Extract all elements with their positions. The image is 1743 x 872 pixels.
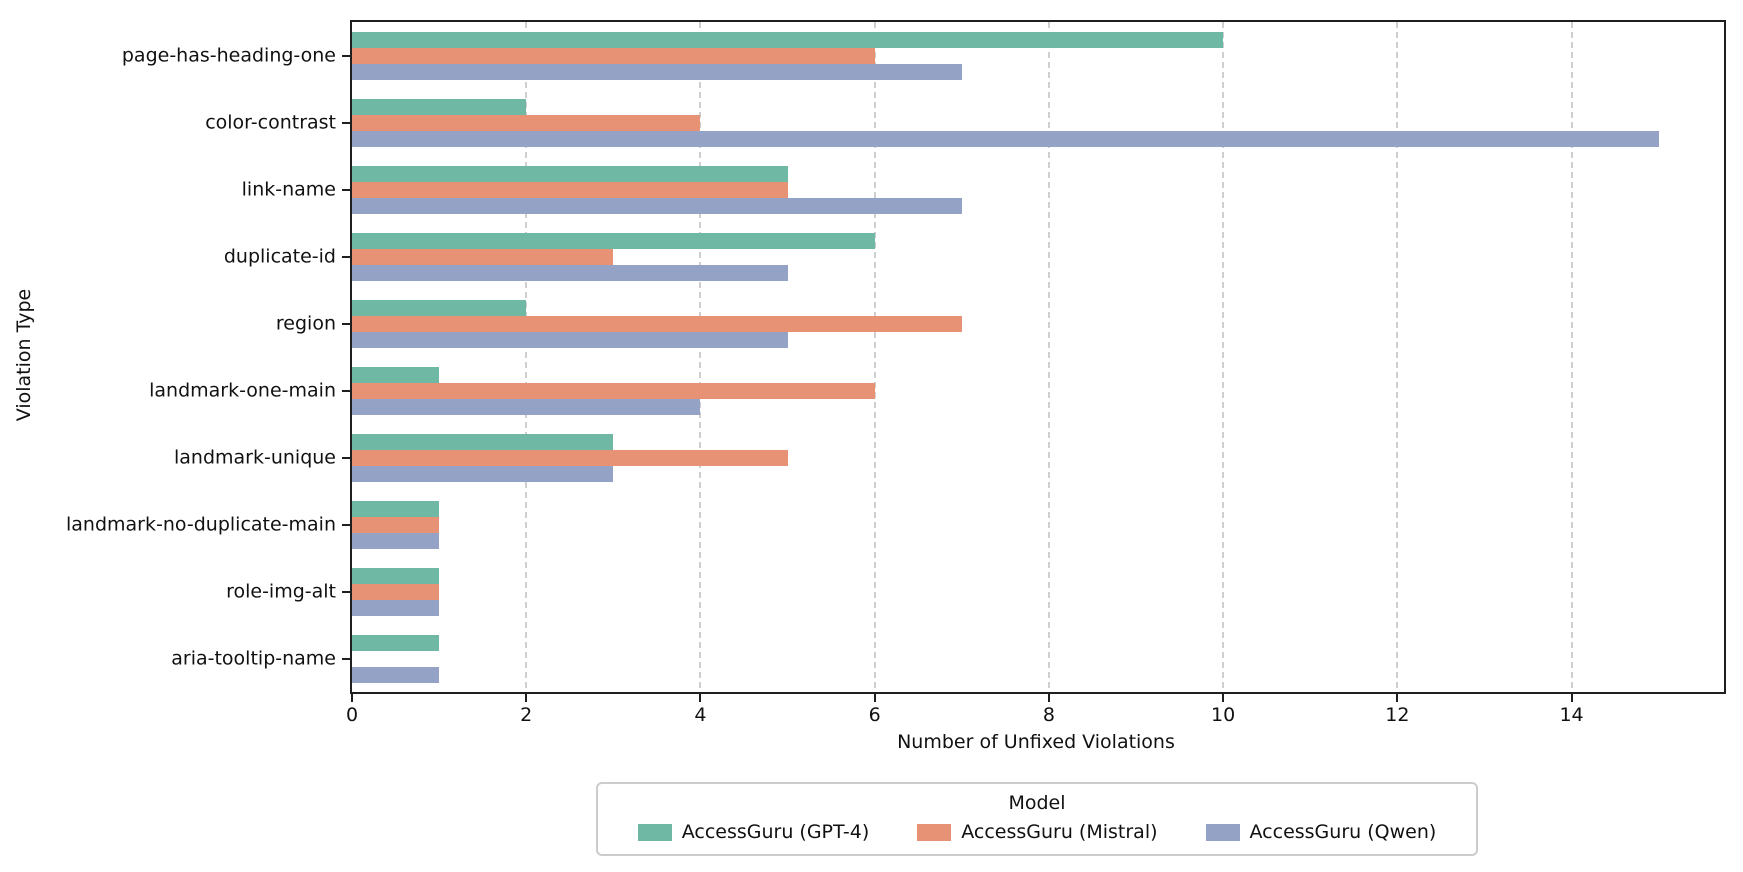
x-tick-mark [873, 694, 876, 702]
bar [352, 516, 440, 533]
plot-area: page-has-heading-one color-contrast link-n… [66, 20, 1726, 725]
y-tick-mark [342, 590, 350, 593]
y-tick-mark [342, 188, 350, 191]
legend-entry: AccessGuru (Qwen) [1205, 821, 1437, 843]
legend-label: AccessGuru (Qwen) [1249, 821, 1437, 843]
bar-group-duplicate-id: duplicate-id [224, 223, 1724, 290]
bar-group-region: region [276, 290, 1724, 357]
x-tick-mark [699, 694, 702, 702]
x-tick-mark [1222, 694, 1225, 702]
y-tick-label: duplicate-id [223, 245, 336, 267]
grid-line [1222, 22, 1225, 692]
bar-group-page-has-heading-one: page-has-heading-one [122, 22, 1724, 89]
bar [352, 567, 440, 584]
y-tick-mark [342, 121, 350, 124]
bar [352, 31, 1224, 48]
y-tick-mark [342, 54, 350, 57]
bar [352, 500, 440, 517]
grid-line [873, 22, 876, 692]
y-tick-label: region [275, 312, 336, 334]
y-tick-mark [342, 255, 350, 258]
x-tick-mark [1047, 694, 1050, 702]
bar-group-role-img-alt: role-img-alt [226, 558, 1724, 625]
bar [352, 382, 875, 399]
bar [352, 331, 788, 348]
y-tick-mark [342, 456, 350, 459]
bar [352, 63, 962, 80]
y-tick-label: link-name [241, 178, 336, 200]
bar-group-aria-tooltip-name: aria-tooltip-name [171, 625, 1724, 692]
bar [352, 532, 440, 549]
legend-swatch [1205, 823, 1240, 841]
grid-line [699, 22, 702, 692]
bar [352, 98, 527, 115]
y-tick-label: landmark-one-main [149, 379, 336, 401]
bar [352, 165, 788, 182]
bar [352, 299, 527, 316]
grid-line [1570, 22, 1573, 692]
bar [352, 666, 440, 683]
y-tick-mark [342, 657, 350, 660]
x-tick-label: 4 [694, 704, 707, 726]
y-tick-label: page-has-heading-one [121, 44, 336, 66]
x-tick-label: 6 [868, 704, 881, 726]
y-tick-label: color-contrast [205, 111, 336, 133]
legend-label: AccessGuru (GPT-4) [681, 821, 870, 843]
x-tick-label: 12 [1385, 704, 1410, 726]
bar-group-link-name: link-name [242, 156, 1724, 223]
bar [352, 315, 962, 332]
x-tick-mark [1570, 694, 1573, 702]
legend-swatch [917, 823, 952, 841]
legend-label: AccessGuru (Mistral) [961, 821, 1158, 843]
grid-line [1047, 22, 1050, 692]
legend: Model AccessGuru (GPT-4) AccessGuru (Mist… [596, 782, 1478, 856]
bar [352, 634, 440, 651]
y-axis-label: Violation Type [13, 288, 35, 422]
y-tick-mark [342, 322, 350, 325]
legend-entry: AccessGuru (GPT-4) [637, 821, 870, 843]
bar [352, 465, 614, 482]
bar [352, 47, 875, 64]
bar [352, 264, 788, 281]
bar [352, 181, 788, 198]
bar [352, 248, 614, 265]
bar-group-landmark-unique: landmark-unique [174, 424, 1724, 491]
x-axis-label: Number of Unfixed Violations [897, 731, 1175, 753]
x-tick-mark [351, 694, 353, 702]
bar [352, 232, 875, 249]
y-tick-mark [342, 523, 350, 526]
grid-line [525, 22, 528, 692]
y-tick-label: landmark-no-duplicate-main [66, 513, 336, 535]
bar [352, 366, 440, 383]
x-tick-mark [525, 694, 528, 702]
bar-group-landmark-one-main: landmark-one-main [149, 357, 1724, 424]
x-tick-label: 8 [1042, 704, 1055, 726]
x-tick-label: 2 [520, 704, 533, 726]
y-tick-label: landmark-unique [173, 446, 336, 468]
x-tick-label: 14 [1559, 704, 1584, 726]
y-tick-label: aria-tooltip-name [171, 647, 336, 669]
bar [352, 398, 701, 415]
bar [352, 449, 788, 466]
legend-entries: AccessGuru (GPT-4) AccessGuru (Mistral) Ac… [608, 821, 1466, 843]
bar [352, 433, 614, 450]
x-tick-label: 0 [345, 704, 359, 726]
bar [352, 197, 962, 214]
bar [352, 583, 440, 600]
bar [352, 599, 440, 616]
y-tick-mark [342, 389, 350, 392]
x-tick-label: 10 [1211, 704, 1236, 726]
bar [352, 114, 701, 131]
grid-line [1396, 22, 1399, 692]
bar-group-landmark-no-duplicate-main: landmark-no-duplicate-main [66, 491, 1724, 558]
legend-swatch [637, 823, 672, 841]
x-tick-mark [1396, 694, 1399, 702]
y-tick-label: role-img-alt [226, 580, 336, 602]
legend-entry: AccessGuru (Mistral) [917, 821, 1158, 843]
bar [352, 130, 1659, 147]
bar-group-color-contrast: color-contrast [205, 89, 1724, 156]
legend-title: Model [1008, 792, 1066, 814]
